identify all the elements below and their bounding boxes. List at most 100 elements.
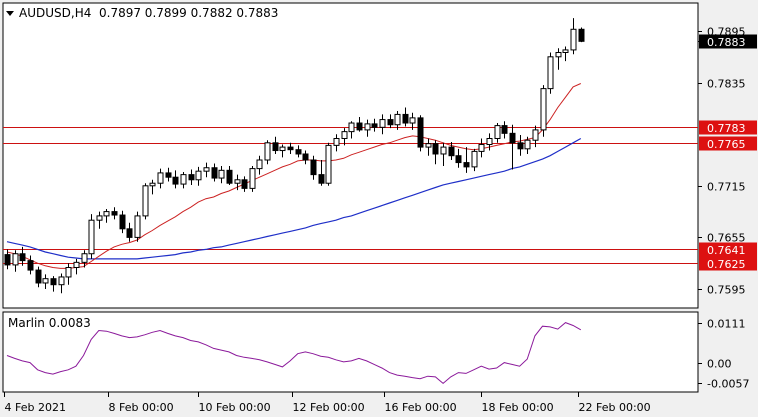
candle-bull	[249, 168, 256, 189]
candle-bear	[402, 113, 409, 124]
candle-bull	[96, 215, 103, 221]
candle-bear	[387, 119, 394, 126]
candle-bull	[149, 182, 156, 187]
candle-bull	[65, 267, 72, 278]
candle-bear	[119, 214, 126, 230]
candle-bull	[409, 117, 416, 124]
candlestick-series	[4, 18, 585, 294]
candle-bull	[58, 276, 65, 286]
candle-bull	[134, 215, 141, 238]
candle-bear	[432, 143, 439, 155]
candle-bull	[218, 169, 225, 179]
candle-bear	[310, 159, 317, 176]
osc-tick-label: -0.0057	[707, 378, 749, 391]
candle-bull	[81, 253, 88, 263]
time-tick-label: 12 Feb 00:00	[293, 401, 365, 414]
oscillator-axis: 0.0111 0.00 -0.0057	[698, 318, 749, 391]
indicator-chart-area[interactable]	[2, 311, 699, 393]
candle-bear	[517, 142, 524, 150]
ma-short-line	[6, 83, 582, 269]
candle-bear	[188, 174, 195, 181]
candle-bear	[463, 162, 470, 168]
candle-bull	[325, 144, 332, 184]
candle-bull	[494, 125, 501, 139]
candle-bear	[295, 149, 302, 155]
level-label: 0.7765	[707, 138, 746, 151]
candle-bull	[103, 211, 110, 217]
candle-bull	[142, 185, 149, 217]
candle-bull	[364, 123, 371, 131]
time-tick-label: 18 Feb 00:00	[482, 401, 554, 414]
time-tick-label: 22 Feb 00:00	[579, 401, 651, 414]
candle-bear	[226, 169, 233, 184]
candle-bull	[478, 144, 485, 152]
current-price-label: 0.7883	[707, 36, 746, 49]
current-price-box	[699, 34, 757, 49]
candle-bull	[562, 49, 569, 53]
price-tick-label: 0.7715	[707, 181, 746, 194]
candle-bull	[547, 56, 554, 90]
candle-bull	[425, 143, 432, 148]
moving-averages	[6, 83, 582, 269]
header-triangle-icon	[6, 11, 14, 16]
candle-bear	[19, 253, 26, 262]
candle-bear	[165, 172, 172, 178]
candle-bear	[509, 132, 516, 144]
candle-bull	[570, 28, 577, 51]
candle-bear	[126, 228, 133, 238]
level-label-box	[699, 256, 757, 271]
candle-bear	[501, 125, 508, 134]
candle-bear	[356, 122, 363, 131]
candle-bull	[555, 52, 562, 58]
candle-bull	[440, 146, 447, 155]
candle-bull	[203, 167, 210, 172]
level-label: 0.7641	[707, 244, 746, 257]
candle-bull	[341, 131, 348, 139]
time-tick-label: 4 Feb 2021	[5, 401, 66, 414]
candle-bull	[73, 261, 80, 268]
osc-tick-label: 0.0111	[707, 318, 746, 331]
level-label-box	[699, 136, 757, 151]
time-tick-label: 8 Feb 00:00	[109, 401, 174, 414]
level-label-box	[699, 120, 757, 135]
price-tick-label: 0.7595	[707, 284, 746, 297]
osc-tick-label: 0.00	[707, 358, 732, 371]
ohlc-values: 0.7897 0.7899 0.7882 0.7883	[99, 6, 278, 20]
candle-bull	[394, 113, 401, 126]
symbol-label: AUDUSD,H4	[19, 6, 91, 20]
candle-bear	[111, 211, 118, 216]
price-tick-label: 0.7835	[707, 78, 746, 91]
level-label: 0.7783	[707, 122, 746, 135]
candle-bull	[532, 129, 539, 141]
candle-bear	[172, 176, 179, 185]
time-axis: 4 Feb 2021 8 Feb 00:00 10 Feb 00:00 12 Feb …	[4, 392, 651, 414]
candle-bull	[333, 138, 340, 146]
candle-bear	[211, 167, 218, 179]
candle-bear	[27, 260, 34, 271]
indicator-title: Marlin 0.0083	[8, 316, 91, 330]
price-tick-label: 0.7655	[707, 232, 746, 245]
candle-bull	[486, 138, 493, 146]
level-label-box	[699, 242, 757, 257]
level-label: 0.7625	[707, 258, 746, 271]
candle-bull	[88, 219, 95, 255]
candle-bear	[302, 153, 309, 161]
candle-bull	[157, 172, 164, 184]
candle-bear	[578, 28, 585, 42]
candle-bull	[348, 122, 355, 133]
candle-bear	[371, 123, 378, 128]
candle-bear	[241, 179, 248, 189]
candle-bear	[417, 117, 424, 148]
chart-header: AUDUSD,H4 0.7897 0.7899 0.7882 0.7883	[6, 6, 278, 20]
candle-bull	[180, 174, 187, 185]
candle-bull	[540, 88, 547, 131]
candle-bull	[471, 150, 478, 168]
marlin-oscillator	[6, 322, 582, 385]
candle-bull	[256, 159, 263, 170]
candle-bear	[272, 142, 279, 152]
candle-bull	[279, 146, 286, 152]
candle-bear	[4, 254, 11, 266]
candle-bull	[234, 179, 241, 184]
